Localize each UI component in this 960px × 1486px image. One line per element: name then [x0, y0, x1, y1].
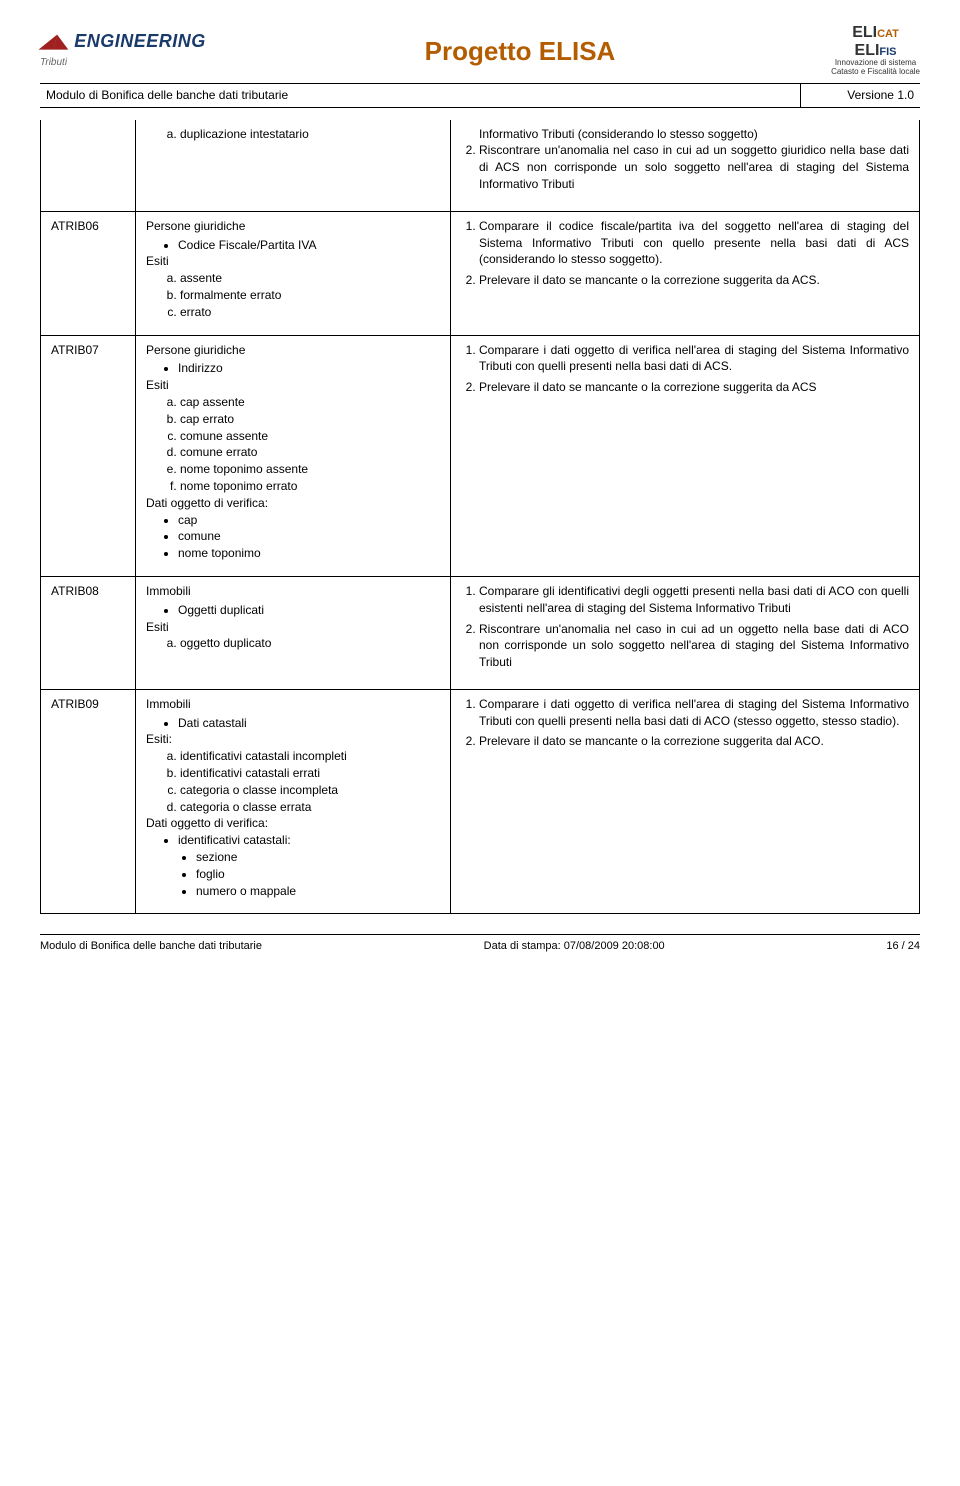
engineering-logo: ◢◣ ENGINEERING Tributi [40, 29, 206, 70]
doc-header: ◢◣ ENGINEERING Tributi Progetto ELISA EL… [40, 24, 920, 79]
row-definition: duplicazione intestatario [136, 120, 451, 212]
row-id [41, 120, 136, 212]
row-definition: ImmobiliDati catastaliEsiti:identificati… [136, 689, 451, 914]
attributes-table: duplicazione intestatarioInformativo Tri… [40, 120, 920, 915]
doc-subheader: Modulo di Bonifica delle banche dati tri… [40, 83, 920, 108]
page-title: Progetto ELISA [260, 33, 780, 69]
row-criteria: Comparare il codice fiscale/partita iva … [451, 211, 920, 335]
version-label: Versione 1.0 [800, 83, 920, 107]
row-criteria: Comparare i dati oggetto di verifica nel… [451, 335, 920, 576]
elisa-logo: ELICAT ELIFIS Innovazione di sistema Cat… [831, 24, 920, 77]
row-id: ATRIB07 [41, 335, 136, 576]
eng-logo-sub: Tributi [40, 56, 206, 70]
row-definition: ImmobiliOggetti duplicatiEsitioggetto du… [136, 576, 451, 689]
row-criteria: Comparare i dati oggetto di verifica nel… [451, 689, 920, 914]
row-id: ATRIB08 [41, 576, 136, 689]
row-criteria: Informativo Tributi (considerando lo ste… [451, 120, 920, 212]
footer-left: Modulo di Bonifica delle banche dati tri… [40, 939, 262, 954]
eng-logo-text: ENGINEERING [74, 31, 206, 51]
page-footer: Modulo di Bonifica delle banche dati tri… [40, 934, 920, 954]
footer-right: 16 / 24 [886, 939, 920, 954]
row-definition: Persone giuridicheIndirizzoEsiticap asse… [136, 335, 451, 576]
row-id: ATRIB09 [41, 689, 136, 914]
row-definition: Persone giuridicheCodice Fiscale/Partita… [136, 211, 451, 335]
footer-center: Data di stampa: 07/08/2009 20:08:00 [484, 939, 665, 954]
module-label: Modulo di Bonifica delle banche dati tri… [40, 83, 800, 107]
row-criteria: Comparare gli identificativi degli ogget… [451, 576, 920, 689]
row-id: ATRIB06 [41, 211, 136, 335]
